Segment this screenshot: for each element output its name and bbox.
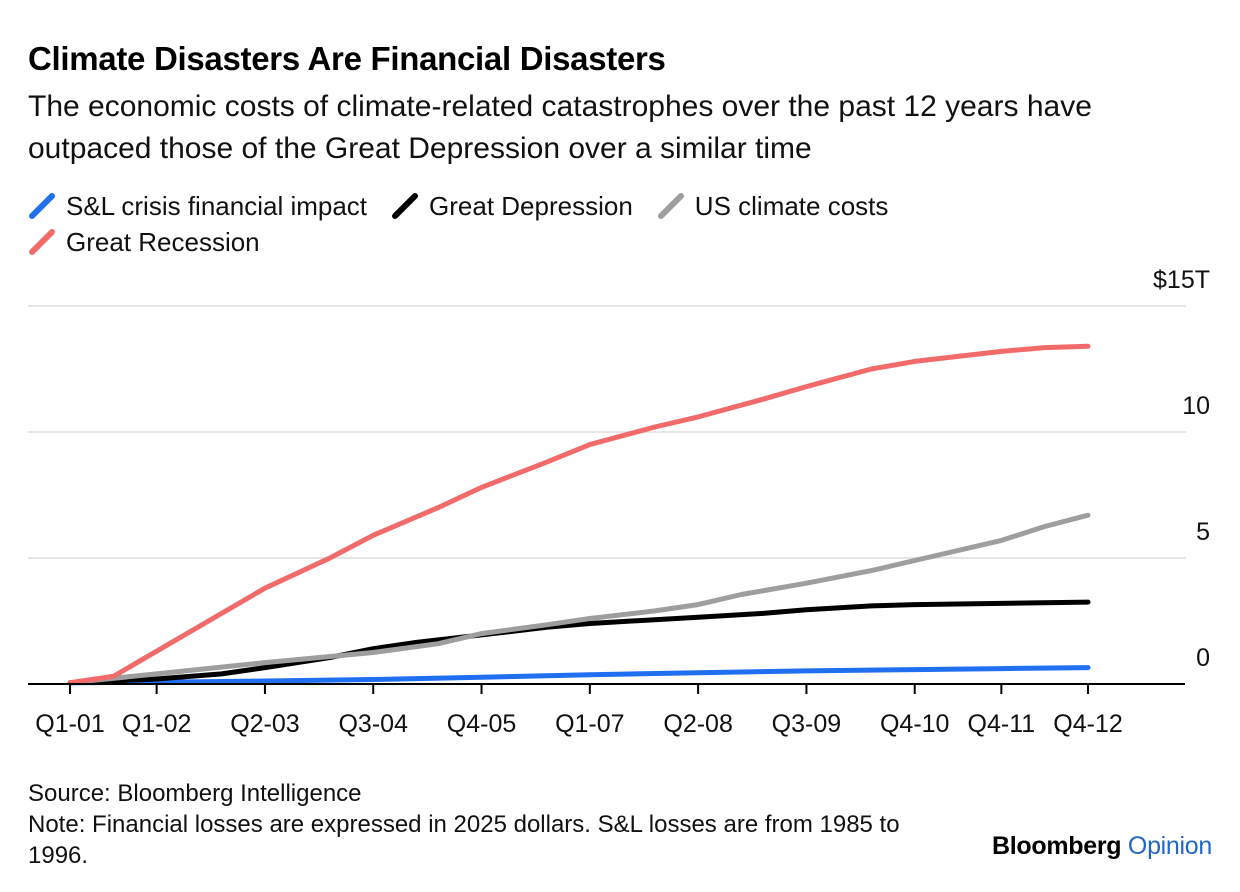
chart-subtitle: The economic costs of climate-related ca… bbox=[28, 90, 1092, 165]
legend-mark-great-depression bbox=[392, 193, 419, 219]
legend-mark-us-climate-costs bbox=[657, 193, 684, 219]
series-line-0 bbox=[67, 665, 1091, 686]
x-tick-label: Q4-12 bbox=[1053, 710, 1122, 738]
legend-swatch-great-depression bbox=[392, 193, 419, 219]
legend-label-great-recession: Great Recession bbox=[66, 226, 260, 257]
legend-label-great-depression: Great Depression bbox=[429, 190, 633, 221]
legend-label-sl-crisis: S&L crisis financial impact bbox=[66, 190, 368, 221]
x-tick-label: Q1-02 bbox=[122, 710, 191, 738]
x-tick-label: Q4-05 bbox=[447, 710, 516, 738]
x-tick-label: Q3-09 bbox=[772, 710, 841, 738]
legend-mark-sl-crisis bbox=[29, 193, 55, 219]
brand-main: Bloomberg bbox=[992, 832, 1122, 860]
series-line-1 bbox=[67, 599, 1091, 686]
brand-logo: Bloomberg Opinion bbox=[992, 832, 1212, 861]
series-line-3 bbox=[67, 343, 1091, 686]
source-text: Source: Bloomberg Intelligence bbox=[28, 780, 362, 807]
y-tick-label: 10 bbox=[1182, 392, 1210, 420]
legend-label-us-climate-costs: US climate costs bbox=[694, 190, 889, 221]
legend-swatch-sl-crisis bbox=[29, 193, 55, 219]
y-tick-label: $15T bbox=[1153, 266, 1210, 294]
y-tick-label: 0 bbox=[1196, 644, 1210, 672]
x-tick-label: Q1-07 bbox=[555, 710, 624, 738]
legend: S&L crisis financial impact Great Depres… bbox=[28, 188, 1178, 260]
brand-sub: Opinion bbox=[1127, 832, 1212, 860]
legend-row-2: Great Recession bbox=[28, 224, 1178, 260]
x-tick-label: Q4-11 bbox=[968, 710, 1036, 738]
x-tick-label: Q4-10 bbox=[880, 710, 949, 738]
legend-item-great-recession: Great Recession bbox=[28, 227, 260, 258]
legend-swatch-great-recession bbox=[29, 229, 55, 255]
chart-title: Climate Disasters Are Financial Disaster… bbox=[28, 40, 666, 77]
x-tick-label: Q2-03 bbox=[230, 710, 299, 738]
series-line-2 bbox=[67, 512, 1091, 686]
x-tick-label: Q3-04 bbox=[338, 710, 408, 738]
footer-notes: Source: Bloomberg Intelligence Note: Fin… bbox=[28, 778, 928, 871]
legend-item-great-depression: Great Depression bbox=[391, 191, 633, 222]
legend-item-sl-crisis: S&L crisis financial impact bbox=[28, 191, 367, 222]
legend-row-1: S&L crisis financial impact Great Depres… bbox=[28, 188, 1178, 224]
x-tick-label: Q1-01 bbox=[35, 710, 104, 738]
legend-item-us-climate-costs: US climate costs bbox=[657, 190, 889, 222]
y-tick-label: 5 bbox=[1196, 518, 1210, 546]
note-text: Note: Financial losses are expressed in … bbox=[28, 811, 900, 869]
legend-mark-great-recession bbox=[29, 229, 55, 255]
legend-swatch-us-climate-costs bbox=[657, 193, 684, 219]
x-tick-label: Q2-08 bbox=[663, 710, 732, 738]
